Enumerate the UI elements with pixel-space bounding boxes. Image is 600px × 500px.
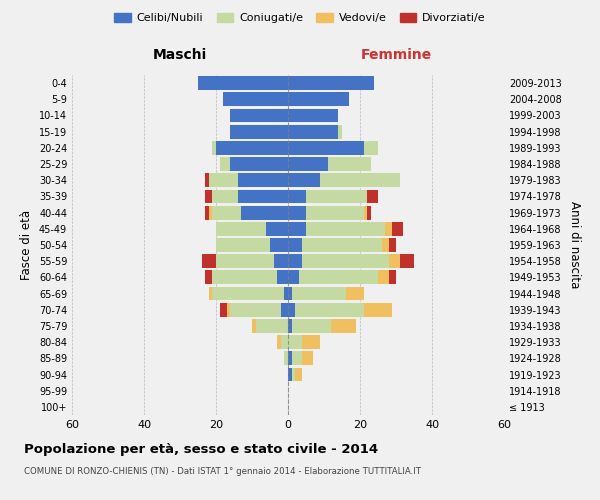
Bar [277,336,281,349]
Bar [392,222,403,235]
Bar [274,254,288,268]
Bar [220,157,230,171]
Bar [288,368,292,382]
Bar [288,286,292,300]
Bar [216,222,266,235]
Bar [256,319,288,333]
Y-axis label: Fasce di età: Fasce di età [20,210,33,280]
Bar [288,270,299,284]
Bar [292,286,346,300]
Bar [212,190,238,203]
Bar [302,238,382,252]
Bar [209,206,212,220]
Bar [288,125,338,138]
Bar [288,352,292,365]
Bar [230,125,288,138]
Bar [295,303,364,316]
Bar [277,270,288,284]
Bar [389,270,396,284]
Bar [364,303,392,316]
Bar [212,141,216,154]
Bar [238,190,288,203]
Bar [209,174,238,187]
Text: Femmine: Femmine [361,48,431,62]
Bar [230,157,288,171]
Bar [288,190,306,203]
Bar [223,92,288,106]
Bar [346,286,364,300]
Y-axis label: Anni di nascita: Anni di nascita [568,202,581,288]
Bar [205,270,212,284]
Bar [284,352,288,365]
Bar [198,76,288,90]
Bar [367,206,371,220]
Bar [212,206,241,220]
Text: Popolazione per età, sesso e stato civile - 2014: Popolazione per età, sesso e stato civil… [24,442,378,456]
Bar [241,206,288,220]
Bar [205,190,212,203]
Bar [281,336,288,349]
Bar [252,319,256,333]
Bar [288,92,349,106]
Bar [378,270,389,284]
Bar [382,238,389,252]
Bar [338,125,342,138]
Bar [367,190,378,203]
Bar [216,141,288,154]
Bar [389,238,396,252]
Bar [385,222,392,235]
Bar [209,286,212,300]
Bar [288,222,306,235]
Text: Maschi: Maschi [153,48,207,62]
Bar [400,254,414,268]
Bar [292,368,295,382]
Bar [302,336,320,349]
Bar [292,319,331,333]
Bar [288,238,302,252]
Bar [288,336,302,349]
Bar [328,157,371,171]
Bar [306,190,367,203]
Bar [320,174,400,187]
Bar [288,76,374,90]
Bar [216,254,274,268]
Bar [288,174,320,187]
Bar [288,141,364,154]
Bar [227,303,230,316]
Bar [306,206,364,220]
Text: COMUNE DI RONZO-CHIENIS (TN) - Dati ISTAT 1° gennaio 2014 - Elaborazione TUTTITA: COMUNE DI RONZO-CHIENIS (TN) - Dati ISTA… [24,468,421,476]
Bar [302,352,313,365]
Bar [281,303,288,316]
Bar [389,254,400,268]
Bar [288,206,306,220]
Bar [202,254,216,268]
Bar [212,286,284,300]
Legend: Celibi/Nubili, Coniugati/e, Vedovi/e, Divorziati/e: Celibi/Nubili, Coniugati/e, Vedovi/e, Di… [110,8,490,28]
Bar [212,270,277,284]
Bar [288,254,302,268]
Bar [205,174,209,187]
Bar [292,352,302,365]
Bar [230,303,281,316]
Bar [216,238,270,252]
Bar [288,157,328,171]
Bar [220,303,227,316]
Bar [230,108,288,122]
Bar [364,141,378,154]
Bar [295,368,302,382]
Bar [288,303,295,316]
Bar [364,206,367,220]
Bar [270,238,288,252]
Bar [284,286,288,300]
Bar [302,254,389,268]
Bar [288,319,292,333]
Bar [266,222,288,235]
Bar [299,270,378,284]
Bar [288,108,338,122]
Bar [205,206,209,220]
Bar [331,319,356,333]
Bar [306,222,385,235]
Bar [238,174,288,187]
